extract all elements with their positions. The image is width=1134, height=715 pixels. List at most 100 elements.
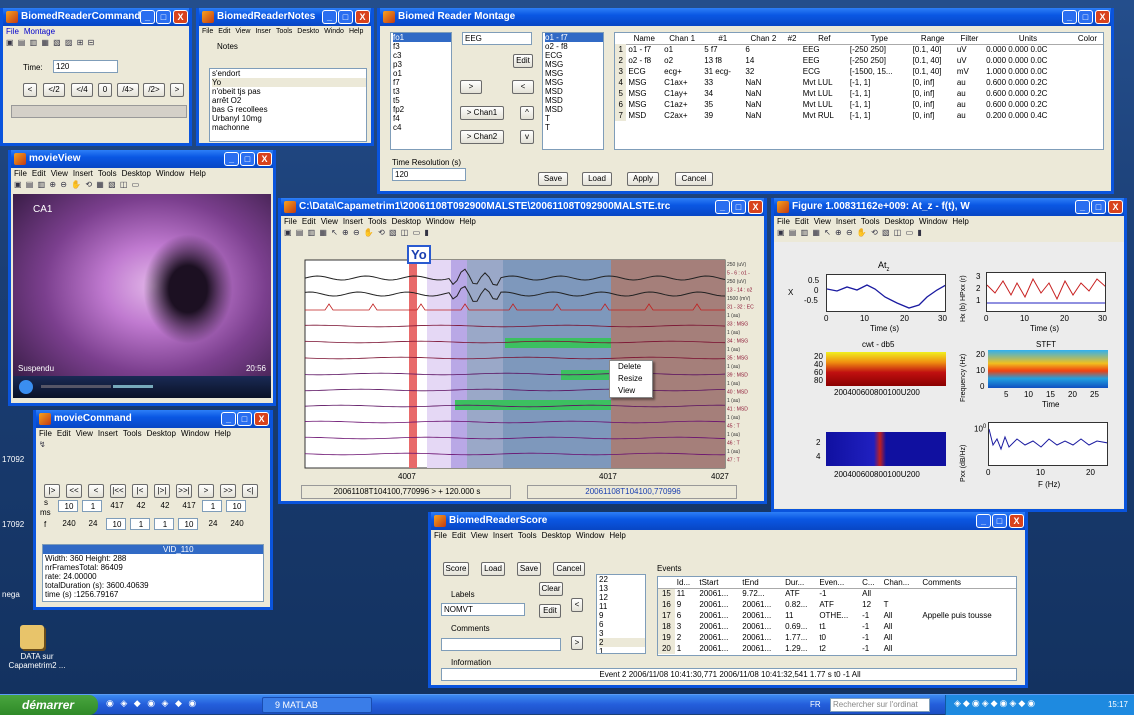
table-cell[interactable]: EEG [802,45,820,55]
frame-nav-button[interactable]: > [198,484,214,498]
table-cell[interactable]: C1az+ [664,100,688,109]
nav-half-fwd-button[interactable]: /2> [143,83,165,97]
table-cell[interactable]: 20061... [742,633,772,642]
table-row[interactable]: 1 o1 - f7 o1 5 f7 6 EEG [-250 250] [0.1, 40] uV 0… [615,44,1103,55]
maximize-button[interactable]: □ [1091,200,1106,214]
p2-plot[interactable] [986,272,1106,312]
clear-button[interactable]: Clear [539,582,563,596]
remove-button[interactable]: < [512,80,534,94]
table-cell[interactable]: MSG [628,89,647,98]
video-frame[interactable]: CA1 Suspendu 20:56 [13,194,271,398]
menu-item[interactable]: File [14,169,27,178]
seconds-step-input[interactable]: 417 [182,501,196,510]
menu-item[interactable]: File [777,217,790,226]
frame-nav-button[interactable]: |> [44,484,60,498]
menu-item[interactable]: Deskto [297,28,320,35]
task-matlab[interactable]: 9 MATLAB [262,697,372,713]
time-select[interactable]: 120 [53,60,118,73]
maximize-button[interactable]: □ [240,152,255,166]
frame-step-input[interactable]: 24 [88,519,98,528]
table-cell[interactable]: Appelle puis tousse [922,611,992,620]
list-item[interactable]: 22 [599,575,608,584]
score-button[interactable]: Score [443,562,469,576]
menu-item[interactable]: Tools [860,217,880,226]
table-cell[interactable]: ecg+ [664,67,682,76]
scored-event[interactable] [561,370,611,380]
maximize-button[interactable]: □ [992,514,1007,528]
menu-item[interactable]: View [50,169,68,178]
table-cell[interactable]: ATF [785,589,800,599]
table-cell[interactable]: [-1, 1] [849,89,871,98]
table-cell[interactable]: 1.29... [785,644,808,653]
nav-quarter-back-button[interactable]: </4 [71,83,93,97]
table-cell[interactable]: ECG [628,67,646,76]
table-cell[interactable]: 20061... [742,644,772,653]
menu-item[interactable]: Window [425,217,455,226]
delete-menu-item[interactable]: Delete [618,362,642,371]
close-button[interactable]: X [748,200,763,214]
maximize-button[interactable]: □ [237,412,252,426]
scored-event[interactable] [455,400,611,410]
table-cell[interactable]: All [883,622,893,631]
table-cell[interactable] [783,55,800,66]
menu-item[interactable]: Insert [72,169,93,178]
close-button[interactable]: X [1095,10,1110,24]
table-cell[interactable]: 1 [615,44,627,55]
seconds-step-input[interactable]: 1 [82,500,102,512]
start-button[interactable]: démarrer [0,695,98,715]
montage-titlebar[interactable]: Biomed Reader Montage _ □ X [380,8,1111,26]
menu-item[interactable]: Insert [835,217,856,226]
cancel-button[interactable]: Cancel [675,172,713,186]
menu-item[interactable]: Edit [31,169,46,178]
close-button[interactable]: X [173,10,188,24]
menu-item[interactable]: Desktop [541,531,571,540]
frame-step-input[interactable]: 240 [62,519,76,528]
move-up-button[interactable]: ^ [520,106,534,120]
table-cell[interactable]: 0.69... [785,622,808,631]
table-cell[interactable]: uV [956,56,967,65]
selected-list[interactable]: o1 - f7 o2 - f8 ECG MSG MSG MSG MSD MSD MSD T T [542,32,604,150]
menu-file[interactable]: File [6,27,19,36]
channel-list[interactable]: fo1 f3 c3 p3 o1 f7 t3 t5 fp2 f4 c4 [390,32,452,150]
table-cell[interactable] [783,77,800,88]
table-cell[interactable]: All [883,611,893,620]
seconds-step-input[interactable]: 10 [58,500,78,512]
tray-icons[interactable]: ◈◆◉◈◆◉◈◆◉ [954,698,1038,708]
list-item[interactable]: 9 [599,611,604,620]
list-item[interactable]: MSG [545,78,564,87]
table-cell[interactable]: au [956,78,966,87]
minimize-button[interactable]: _ [140,10,155,24]
table-cell[interactable]: t0 [819,633,826,642]
list-item[interactable]: 13 [599,584,608,593]
list-item[interactable]: MSG [545,69,564,78]
cancel-button[interactable]: Cancel [553,562,585,576]
video-info-header[interactable]: VID_110 [43,545,263,554]
seconds-step-input[interactable]: 417 [110,501,124,510]
menu-item[interactable]: Desktop [146,429,176,438]
close-button[interactable]: X [1009,514,1024,528]
nav-fwd-button[interactable]: > [170,83,184,97]
menu-item[interactable]: View [320,217,338,226]
list-item[interactable]: MSG [545,60,564,69]
table-row[interactable]: 6 MSG C1az+ 35 NaN Mvt LUL [-1, 1] [0, inf] au 0.… [615,99,1103,110]
table-row[interactable]: 4 MSG C1ax+ 33 NaN Mvt LUL [-1, 1] [0, inf] au 0.… [615,77,1103,88]
table-cell[interactable] [783,88,800,99]
table-cell[interactable]: All [883,644,893,653]
table-cell[interactable]: 11 [676,589,686,599]
table-cell[interactable]: [0, inf] [912,100,935,109]
menu-item[interactable]: Edit [794,217,809,226]
table-cell[interactable]: o2 [664,56,674,65]
p5-heatmap[interactable] [826,432,946,466]
table-cell[interactable]: C1ay+ [664,89,688,98]
table-cell[interactable]: MSG [628,100,647,109]
drive-icon[interactable] [20,625,44,649]
list-item[interactable]: ECG [545,51,563,60]
marker-label[interactable]: Yo [407,245,431,264]
menu-item[interactable]: View [235,28,251,35]
frame-step-input[interactable]: 1 [154,518,174,530]
table-header-cell[interactable]: Id... [674,577,698,589]
table-cell[interactable]: 6 [745,45,750,55]
table-cell[interactable]: [-1500, 15... [849,67,893,76]
table-cell[interactable]: 6 [676,611,682,620]
menu-item[interactable]: Help [459,217,476,226]
